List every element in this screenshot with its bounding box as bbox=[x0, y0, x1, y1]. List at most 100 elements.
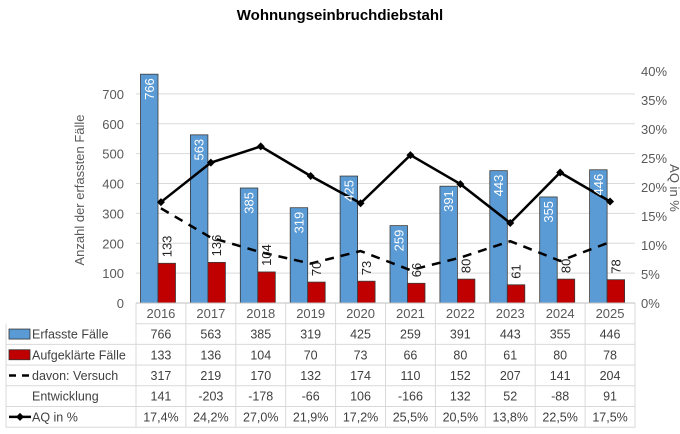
table-cell: 133 bbox=[151, 348, 172, 362]
marker-aq bbox=[156, 198, 165, 207]
table-cell: 17,2% bbox=[343, 410, 378, 424]
y-tick-label: 500 bbox=[102, 147, 124, 162]
table-cell: -178 bbox=[248, 390, 273, 404]
data-label-aufgeklaerte: 61 bbox=[509, 264, 524, 278]
data-label-aufgeklaerte: 80 bbox=[558, 259, 573, 273]
bar-aufgeklaerte-faelle bbox=[357, 280, 376, 304]
y-tick-label: 600 bbox=[102, 117, 124, 132]
x-tick-label: 2023 bbox=[496, 306, 525, 321]
data-label-erfasste: 319 bbox=[291, 212, 306, 234]
data-label-aufgeklaerte: 136 bbox=[209, 235, 224, 257]
table-cell: 563 bbox=[200, 328, 221, 342]
y2-tick-label: 20% bbox=[641, 180, 667, 195]
x-tick-label: 2019 bbox=[296, 306, 325, 321]
y2-tick-label: 0% bbox=[641, 296, 660, 311]
x-tick-label: 2022 bbox=[446, 306, 475, 321]
table-cell: 20,5% bbox=[443, 410, 478, 424]
bar-erfasste-faelle bbox=[140, 73, 159, 304]
y2-tick-label: 30% bbox=[641, 122, 667, 137]
bar-aufgeklaerte-faelle bbox=[307, 281, 326, 304]
table-cell: 106 bbox=[350, 390, 371, 404]
bar-aufgeklaerte-faelle bbox=[506, 284, 526, 304]
table-cell: 21,9% bbox=[293, 410, 328, 424]
table-cell: 17,4% bbox=[143, 410, 178, 424]
legend-key-aufgeklaerte bbox=[8, 349, 31, 361]
table-cell: 443 bbox=[500, 328, 521, 342]
table-cell: 132 bbox=[450, 390, 471, 404]
x-tick-label: 2025 bbox=[596, 306, 625, 321]
data-label-erfasste: 446 bbox=[591, 174, 606, 196]
table-cell: 70 bbox=[304, 348, 318, 362]
data-label-aufgeklaerte: 80 bbox=[459, 259, 474, 273]
y-tick-label: 400 bbox=[102, 177, 124, 192]
bar-aufgeklaerte-faelle bbox=[207, 261, 226, 304]
bar-aufgeklaerte-faelle bbox=[157, 262, 176, 304]
table-cell: -88 bbox=[551, 390, 569, 404]
chart-title: Wohnungseinbruchdiebstahl bbox=[237, 7, 443, 24]
table-cell: 61 bbox=[503, 348, 517, 362]
data-label-aufgeklaerte: 70 bbox=[309, 262, 324, 276]
marker-aq bbox=[206, 158, 215, 167]
table-cell: 80 bbox=[453, 348, 467, 362]
y2-tick-label: 10% bbox=[641, 238, 667, 253]
table-cell: 219 bbox=[200, 369, 221, 383]
legend-key-erfasste bbox=[8, 328, 31, 340]
marker-aq bbox=[506, 218, 515, 227]
table-cell: 25,5% bbox=[393, 410, 428, 424]
y-tick-label: 200 bbox=[102, 236, 124, 251]
table-cell: 259 bbox=[400, 328, 421, 342]
data-label-erfasste: 259 bbox=[391, 230, 406, 252]
table-cell: 391 bbox=[450, 328, 471, 342]
y-tick-label: 700 bbox=[102, 87, 124, 102]
x-tick-label: 2020 bbox=[346, 306, 375, 321]
marker-aq bbox=[306, 171, 315, 180]
marker-aq bbox=[606, 197, 615, 206]
table-cell: 170 bbox=[250, 369, 271, 383]
table-cell: 152 bbox=[450, 369, 471, 383]
table-cell: 27,0% bbox=[243, 410, 278, 424]
bar-aufgeklaerte-faelle bbox=[456, 278, 476, 304]
table-cell: -166 bbox=[398, 390, 423, 404]
data-label-aufgeklaerte: 66 bbox=[409, 263, 424, 277]
x-tick-label: 2018 bbox=[246, 306, 275, 321]
table-cell: 141 bbox=[151, 390, 172, 404]
legend-key-aq-marker bbox=[16, 412, 24, 421]
bar-aufgeklaerte-faelle bbox=[556, 278, 576, 304]
y2-tick-label: 35% bbox=[641, 93, 667, 108]
marker-aq bbox=[256, 142, 265, 151]
table-cell: 73 bbox=[354, 348, 368, 362]
bar-aufgeklaerte-faelle bbox=[606, 279, 625, 304]
marker-aq bbox=[556, 168, 565, 177]
table-cell: 766 bbox=[151, 328, 172, 342]
data-label-aufgeklaerte: 104 bbox=[259, 244, 274, 266]
table-cell: 13,8% bbox=[493, 410, 528, 424]
bar-aufgeklaerte-faelle bbox=[257, 271, 276, 304]
table-row-label: AQ in % bbox=[32, 410, 78, 424]
table-cell: 141 bbox=[550, 369, 571, 383]
y-tick-label: 300 bbox=[102, 206, 124, 221]
table-cell: 78 bbox=[603, 348, 617, 362]
table-cell: 207 bbox=[500, 369, 521, 383]
y-tick-label: 0 bbox=[117, 296, 124, 311]
bar-aufgeklaerte-faelle bbox=[407, 282, 426, 304]
line-davon-versuch bbox=[160, 207, 611, 272]
data-label-erfasste: 385 bbox=[242, 192, 257, 214]
data-label-aufgeklaerte: 73 bbox=[359, 261, 374, 275]
table-row-label: Aufgeklärte Fälle bbox=[32, 348, 126, 362]
table-cell: -203 bbox=[198, 390, 223, 404]
line-aq bbox=[160, 145, 611, 225]
data-label-erfasste: 563 bbox=[192, 139, 207, 161]
table-cell: 132 bbox=[300, 369, 321, 383]
data-label-erfasste: 766 bbox=[142, 78, 157, 100]
y2-axis-label: AQ in % bbox=[667, 164, 680, 212]
y2-tick-label: 25% bbox=[641, 151, 667, 166]
y-tick-label: 100 bbox=[102, 266, 124, 281]
x-tick-label: 2016 bbox=[146, 306, 175, 321]
x-tick-label: 2017 bbox=[196, 306, 225, 321]
table-row-label: Erfasste Fälle bbox=[32, 328, 108, 342]
data-label-aufgeklaerte: 78 bbox=[608, 259, 623, 273]
table-row-label: Entwicklung bbox=[32, 390, 99, 404]
table-cell: 317 bbox=[151, 369, 172, 383]
table-cell: 80 bbox=[553, 348, 567, 362]
